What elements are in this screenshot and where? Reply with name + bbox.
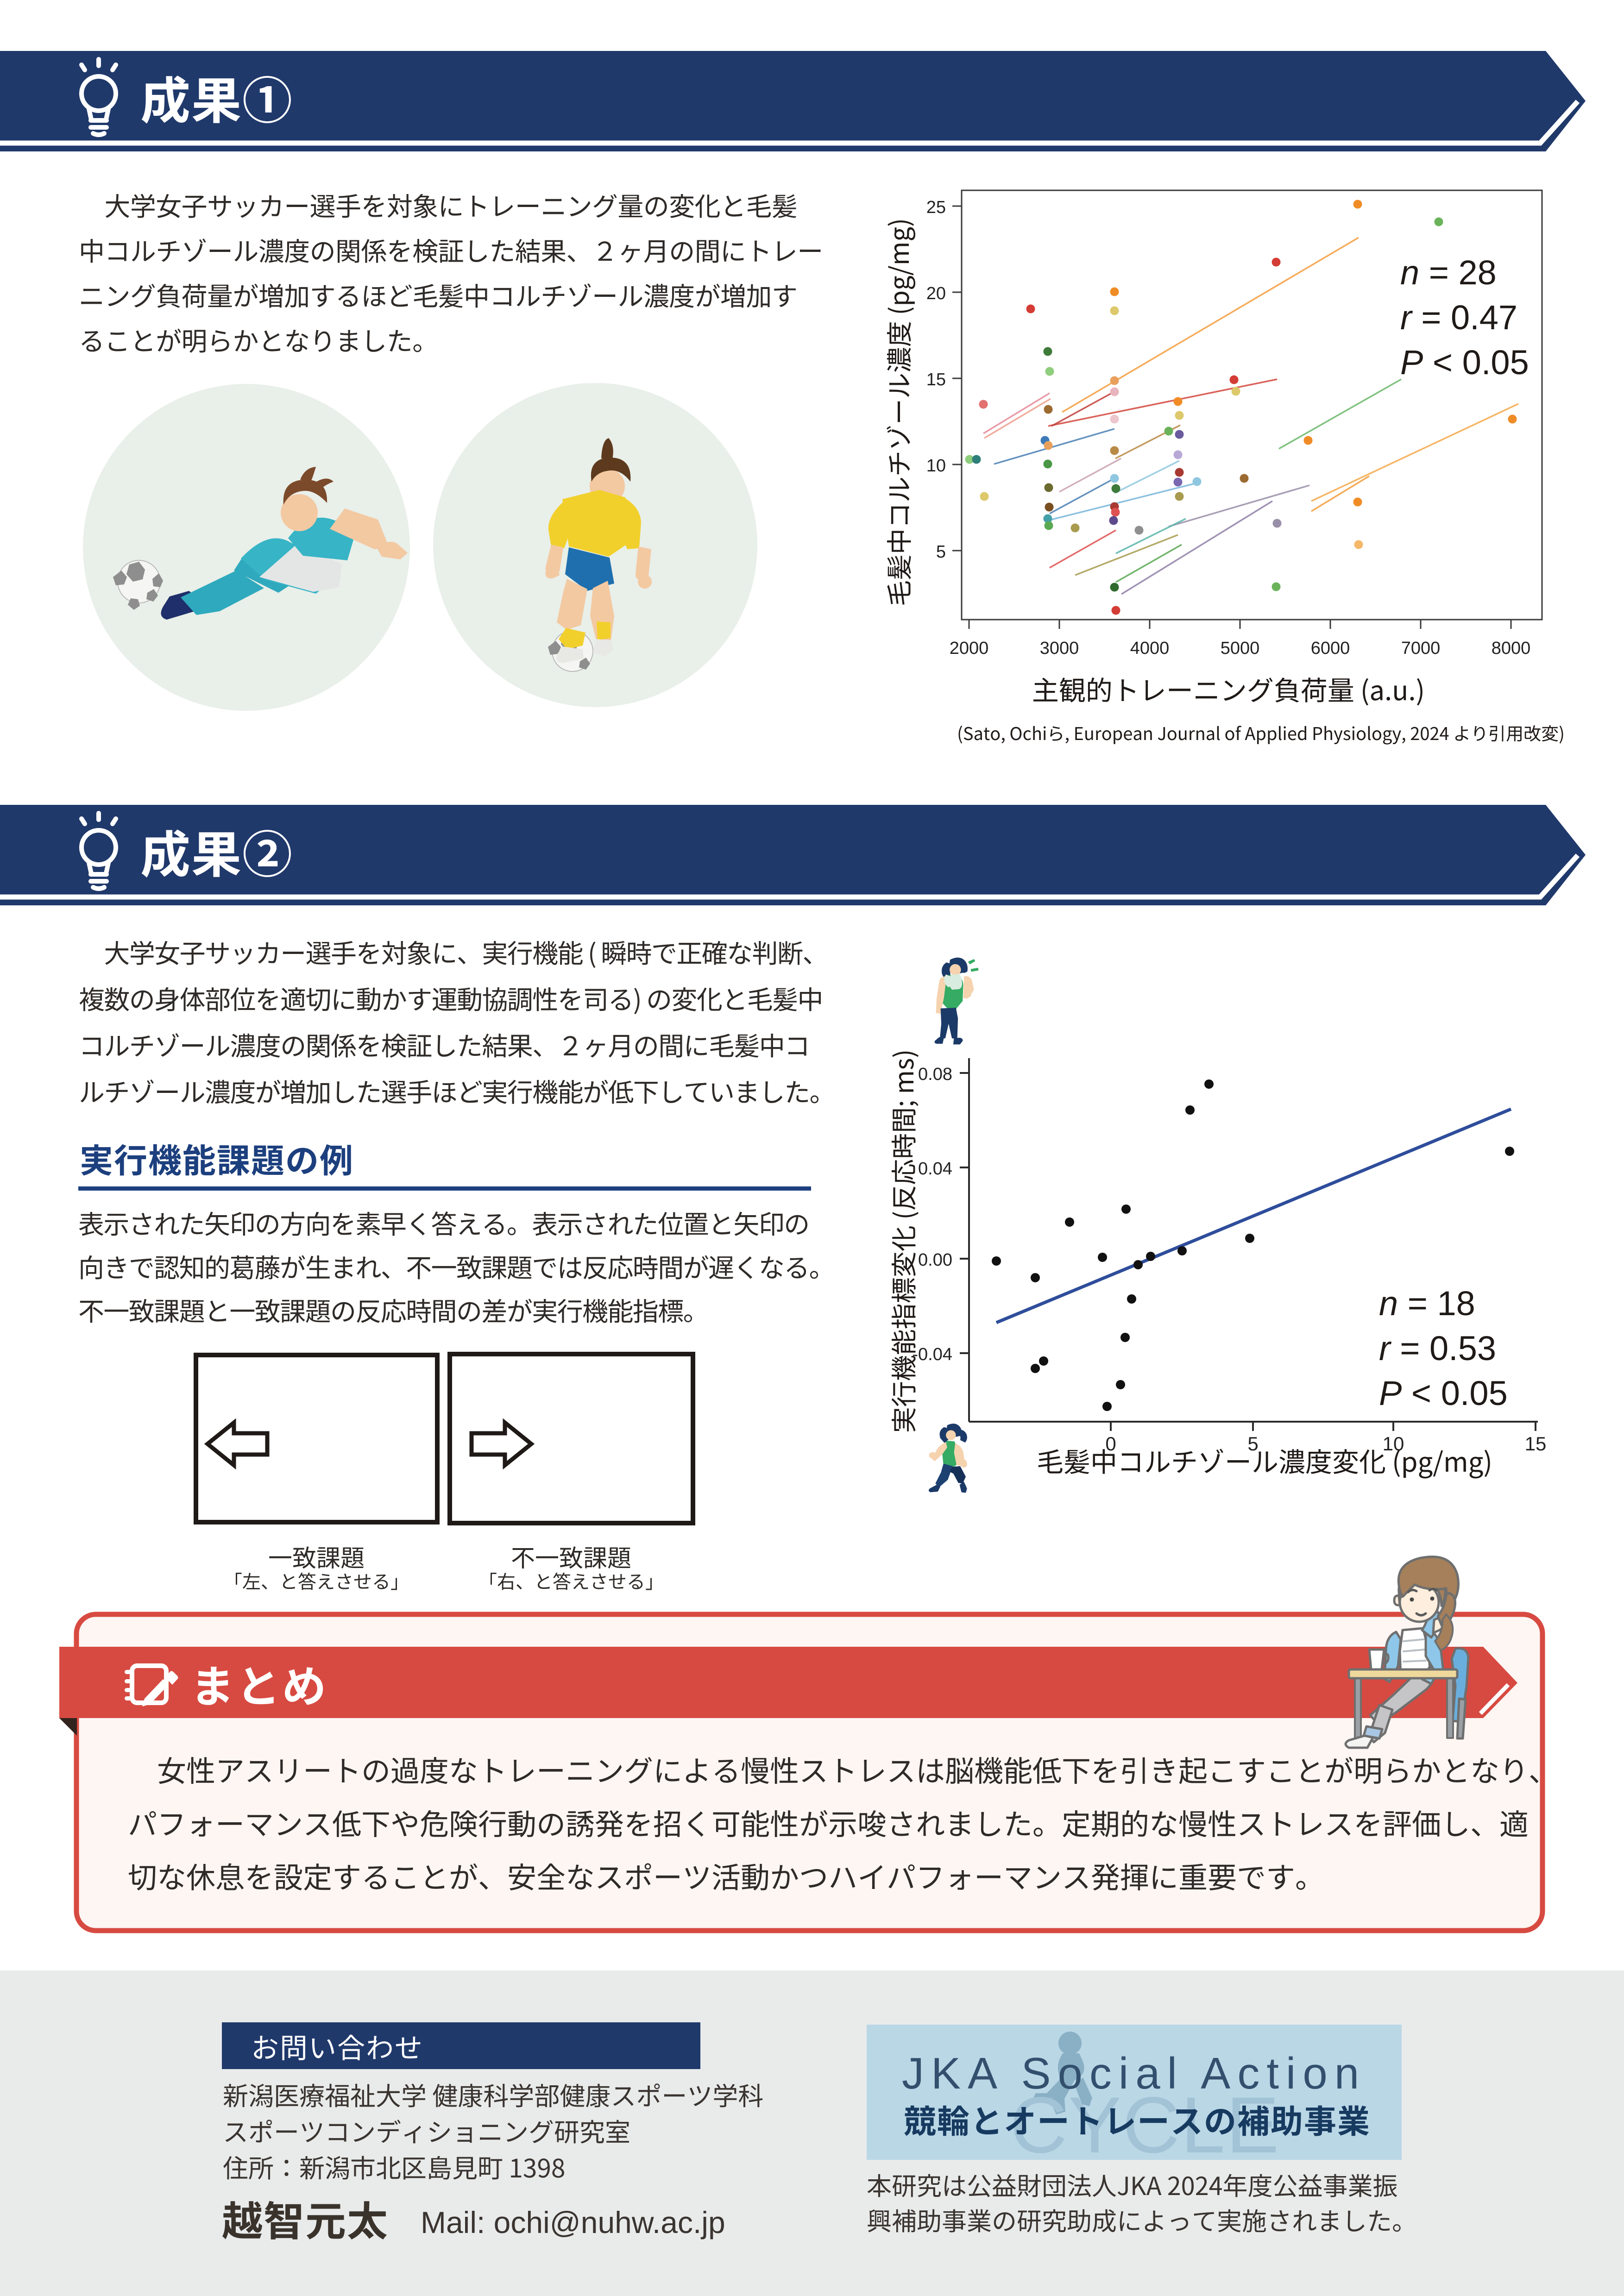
svg-text:Mail: ochi@nuhw.ac.jp: Mail: ochi@nuhw.ac.jp xyxy=(421,2205,725,2240)
svg-text:5: 5 xyxy=(936,542,946,562)
svg-text:4000: 4000 xyxy=(1130,639,1170,658)
svg-text:0.08: 0.08 xyxy=(918,1065,952,1084)
svg-text:10: 10 xyxy=(1383,1433,1404,1455)
svg-text:0.04: 0.04 xyxy=(918,1159,952,1179)
svg-text:CYCLE: CYCLE xyxy=(1010,2081,1280,2170)
svg-text:10: 10 xyxy=(926,456,946,476)
svg-text:8000: 8000 xyxy=(1492,639,1531,658)
svg-text:P < 0.05: P < 0.05 xyxy=(1400,343,1529,382)
svg-text:n = 18: n = 18 xyxy=(1379,1284,1475,1323)
svg-text:JKA Social Action: JKA Social Action xyxy=(902,2049,1366,2098)
svg-text:5000: 5000 xyxy=(1221,639,1260,658)
svg-text:3000: 3000 xyxy=(1040,639,1079,658)
svg-text:P < 0.05: P < 0.05 xyxy=(1379,1374,1508,1412)
svg-text:2000: 2000 xyxy=(950,639,989,658)
svg-text:6000: 6000 xyxy=(1311,639,1350,658)
svg-text:n = 28: n = 28 xyxy=(1400,253,1497,292)
svg-text:0.00: 0.00 xyxy=(918,1250,952,1270)
svg-text:20: 20 xyxy=(926,284,946,303)
svg-text:7000: 7000 xyxy=(1401,639,1441,658)
svg-text:r = 0.53: r = 0.53 xyxy=(1379,1329,1496,1368)
svg-text:-0.04: -0.04 xyxy=(912,1345,952,1364)
svg-text:15: 15 xyxy=(926,370,946,389)
svg-text:0: 0 xyxy=(1105,1433,1116,1455)
svg-text:25: 25 xyxy=(926,198,946,217)
svg-text:r = 0.47: r = 0.47 xyxy=(1400,298,1517,337)
svg-text:15: 15 xyxy=(1525,1433,1547,1455)
svg-text:5: 5 xyxy=(1247,1433,1258,1455)
